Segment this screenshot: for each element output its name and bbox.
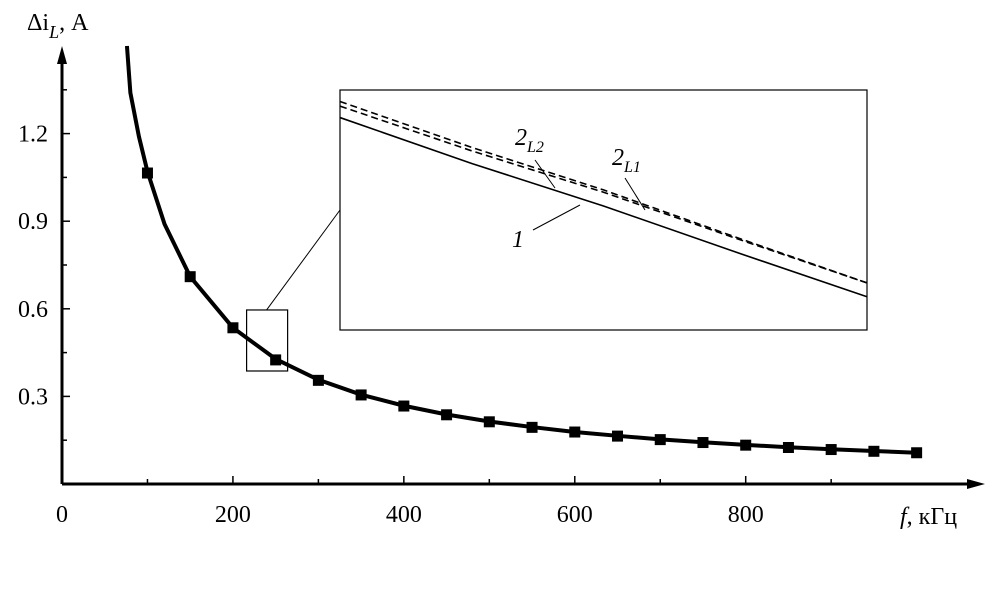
marker <box>654 434 666 446</box>
x-axis-label: f, кГц <box>900 504 957 530</box>
y-tick-label: 0.3 <box>18 384 48 410</box>
series-label: 1 <box>512 227 524 253</box>
marker <box>526 421 538 433</box>
y-axis-label: ΔiL, А <box>27 10 89 42</box>
series-label: 2L1 <box>612 145 641 176</box>
x-tick-label: 200 <box>215 502 251 528</box>
marker <box>825 444 837 456</box>
inset-line <box>339 105 868 284</box>
series-label-sub: L1 <box>623 159 641 176</box>
marker <box>141 167 153 179</box>
marker <box>782 442 794 453</box>
connector <box>266 209 341 311</box>
y-tick-label: 0.9 <box>18 209 48 235</box>
x-label-main: f <box>900 504 910 530</box>
label-leader <box>534 159 556 189</box>
inset-frame <box>339 89 868 331</box>
series-label-sub: L2 <box>526 139 544 156</box>
marker <box>312 374 324 386</box>
x-tick-label: 0 <box>56 502 68 528</box>
marker <box>483 416 495 428</box>
y-label-main: Δi <box>27 10 49 36</box>
x-tick-label: 600 <box>557 502 593 528</box>
x-label-unit: , кГц <box>907 504 958 530</box>
marker <box>868 445 880 457</box>
y-label-unit: , А <box>59 10 89 36</box>
x-tick-label: 400 <box>386 502 422 528</box>
marker <box>270 354 282 366</box>
series-label-name: 2 <box>612 145 624 171</box>
y-tick-label: 0.6 <box>18 297 48 323</box>
marker <box>398 400 410 412</box>
series-label-name: 1 <box>512 227 524 253</box>
marker <box>569 426 581 438</box>
marker <box>612 430 624 442</box>
x-arrow <box>967 479 985 489</box>
inset-line <box>339 116 868 298</box>
label-leader <box>624 177 646 211</box>
marker <box>355 389 367 401</box>
marker <box>697 437 709 449</box>
marker <box>740 439 752 451</box>
series-label-name: 2 <box>515 125 527 151</box>
x-tick-label: 800 <box>728 502 764 528</box>
marker <box>911 447 923 459</box>
y-tick-label: 1.2 <box>18 122 48 148</box>
series-label: 2L2 <box>515 125 544 156</box>
y-arrow <box>57 46 67 64</box>
marker <box>184 271 196 283</box>
marker <box>227 322 239 334</box>
y-label-sub: L <box>48 22 59 42</box>
marker <box>441 409 453 421</box>
label-leader <box>532 204 581 231</box>
